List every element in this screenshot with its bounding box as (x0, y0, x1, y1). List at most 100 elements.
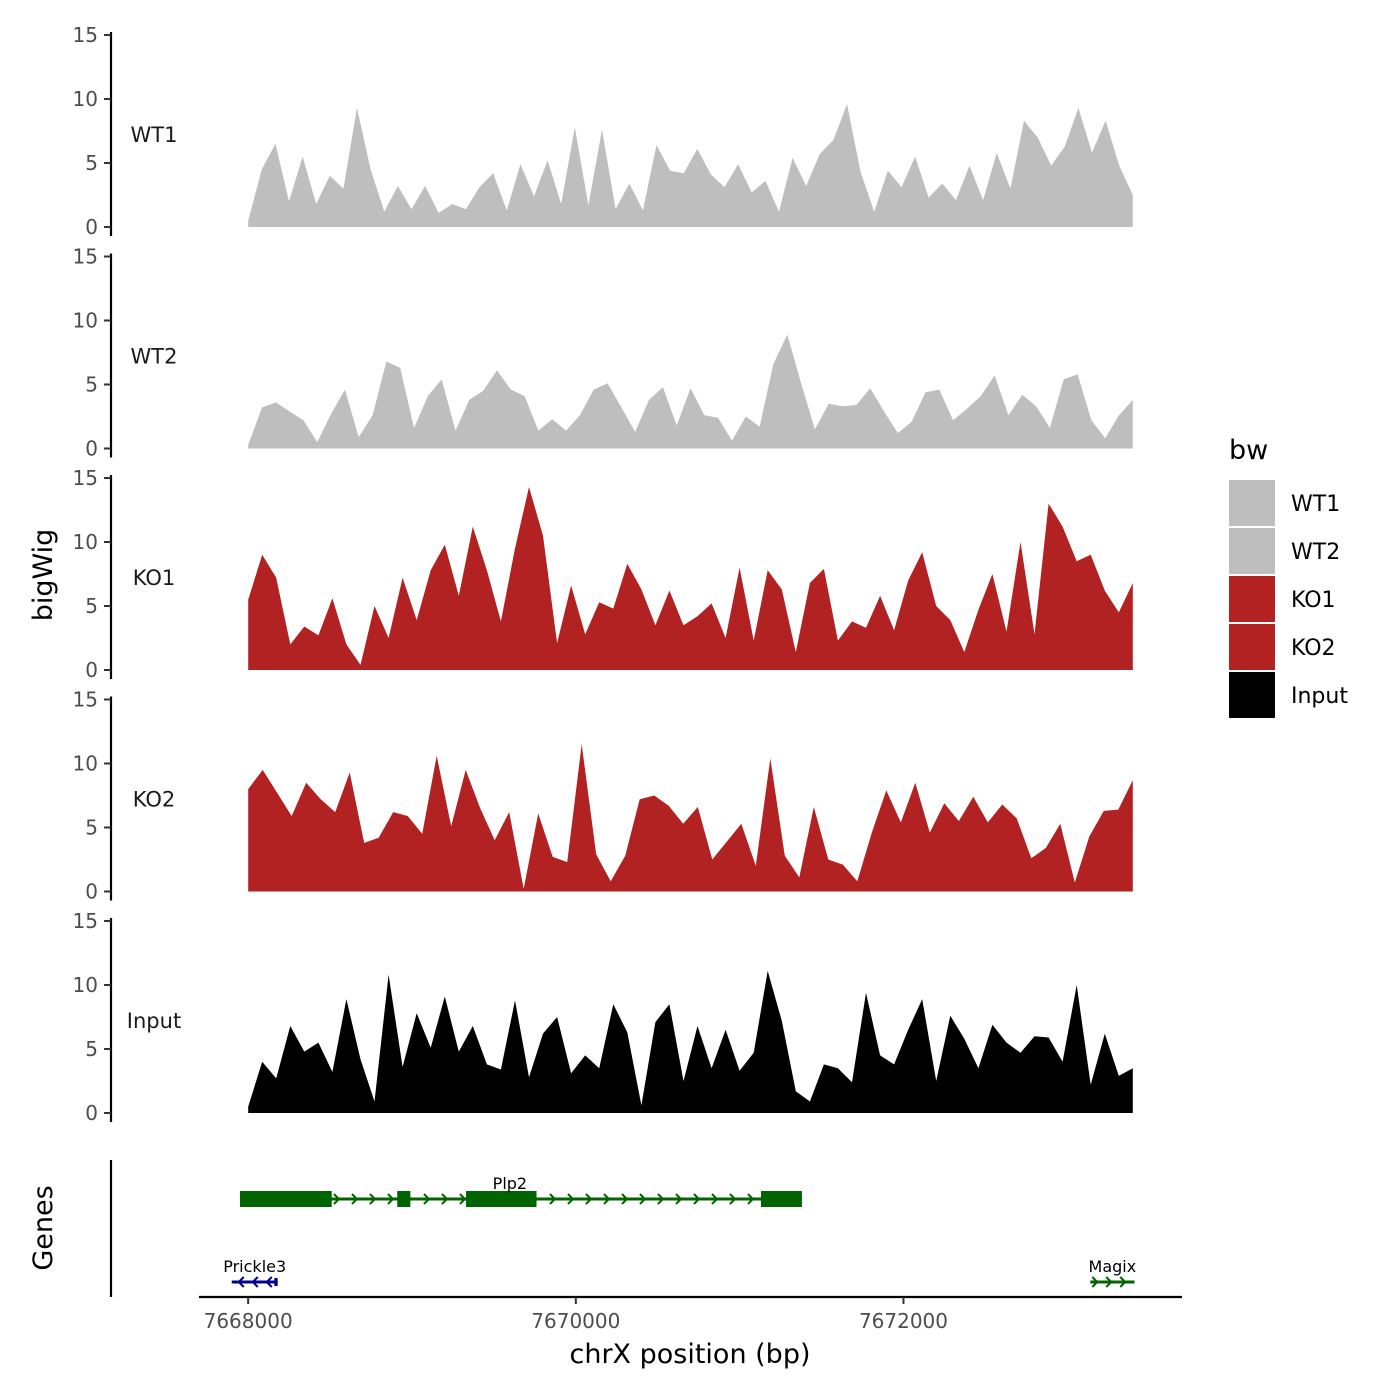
signal-area-input (248, 970, 1133, 1113)
strand-arrow (265, 1276, 273, 1288)
gene-magix: Magix (1089, 1257, 1137, 1288)
y-axis-title: bigWig (28, 529, 59, 622)
x-axis: 7668000 7670000 7672000 (199, 1295, 1182, 1333)
legend-label: WT2 (1291, 540, 1340, 565)
signal-area-ko2 (248, 744, 1133, 892)
strand-arrow (729, 1193, 737, 1205)
strand-arrow (441, 1193, 449, 1205)
strand-arrow (585, 1193, 593, 1205)
y-tick-label: 0 (85, 880, 98, 904)
strand-arrow (603, 1193, 611, 1205)
y-tick-label: 5 (85, 1037, 98, 1061)
strand-arrow (1105, 1276, 1113, 1288)
legend-key (1229, 480, 1275, 526)
strand-arrow (693, 1193, 701, 1205)
legend-item-ko1: KO1 (1229, 576, 1336, 622)
y-tick-label: 10 (73, 752, 98, 776)
strand-arrow (237, 1276, 245, 1288)
legend-item-wt2: WT2 (1229, 528, 1340, 574)
strand-arrow (711, 1193, 719, 1205)
strand-arrow (549, 1193, 557, 1205)
x-tick-label: 7672000 (859, 1309, 948, 1333)
strand-arrow (333, 1193, 341, 1205)
y-tick-label: 15 (73, 466, 98, 490)
y-tick-label: 15 (73, 23, 98, 47)
y-tick-label: 15 (73, 909, 98, 933)
legend-label: KO2 (1291, 636, 1336, 661)
y-tick-label: 10 (73, 973, 98, 997)
strand-arrow (351, 1193, 359, 1205)
legend: bw WT1 WT2 KO1 KO2 Input (1229, 435, 1348, 718)
strand-arrow (639, 1193, 647, 1205)
signal-area-wt1 (248, 104, 1133, 227)
x-tick-label: 7668000 (204, 1309, 293, 1333)
y-tick-label: 0 (85, 1101, 98, 1125)
strand-arrow (251, 1276, 259, 1288)
x-axis-title: chrX position (bp) (569, 1339, 810, 1370)
genes-panel: Plp2 Prickle3 Magix (109, 1160, 1137, 1297)
track-label: KO2 (133, 788, 176, 812)
y-tick-label: 5 (85, 816, 98, 840)
gene-label: Plp2 (493, 1174, 527, 1193)
exon (397, 1191, 411, 1207)
legend-item-input: Input (1229, 672, 1348, 718)
strand-arrow (1091, 1276, 1099, 1288)
exon (239, 1191, 332, 1207)
signal-area-ko1 (248, 487, 1133, 670)
legend-key (1229, 528, 1275, 574)
y-tick-label: 10 (73, 87, 98, 111)
genes-axis-title: Genes (28, 1185, 59, 1270)
y-tick-label: 15 (73, 245, 98, 269)
legend-label: KO1 (1291, 588, 1336, 613)
strand-arrow (1119, 1276, 1127, 1288)
strand-arrow (657, 1193, 665, 1205)
strand-arrow (423, 1193, 431, 1205)
strand-arrow (369, 1193, 377, 1205)
legend-key (1229, 624, 1275, 670)
gene-label: Magix (1089, 1257, 1137, 1276)
y-tick-label: 10 (73, 309, 98, 333)
x-tick-label: 7670000 (531, 1309, 620, 1333)
strand-arrow (459, 1193, 467, 1205)
track-label: KO1 (133, 566, 176, 590)
track-label: WT2 (131, 345, 178, 369)
legend-label: WT1 (1291, 492, 1340, 517)
strand-arrow (675, 1193, 683, 1205)
exon (760, 1191, 802, 1207)
legend-label: Input (1291, 684, 1348, 709)
track-label: Input (127, 1009, 181, 1033)
strand-arrow (621, 1193, 629, 1205)
strand-arrow (567, 1193, 575, 1205)
y-tick-label: 15 (73, 688, 98, 712)
signal-tracks: 0 5 10 15 WT1 0 5 10 15 WT2 0 5 10 15 KO1 0 5 10 15 KO2 0 5 10… (73, 23, 1133, 1125)
exon (274, 1278, 278, 1286)
track-ko1: 0 5 10 15 KO1 (73, 466, 1133, 682)
signal-area-wt2 (248, 334, 1133, 449)
gene-plp2: Plp2 (239, 1174, 802, 1207)
y-tick-label: 5 (85, 373, 98, 397)
track-label: WT1 (131, 123, 178, 147)
track-input: 0 5 10 15 Input (73, 909, 1133, 1125)
legend-item-ko2: KO2 (1229, 624, 1336, 670)
gene-prickle3: Prickle3 (223, 1257, 286, 1288)
y-tick-label: 5 (85, 151, 98, 175)
legend-title: bw (1229, 435, 1268, 466)
strand-arrow (747, 1193, 755, 1205)
legend-key (1229, 672, 1275, 718)
legend-key (1229, 576, 1275, 622)
track-wt1: 0 5 10 15 WT1 (73, 23, 1133, 239)
gene-label: Prickle3 (223, 1257, 286, 1276)
legend-items: WT1 WT2 KO1 KO2 Input (1229, 480, 1348, 718)
y-tick-label: 10 (73, 530, 98, 554)
y-tick-label: 5 (85, 594, 98, 618)
y-tick-label: 0 (85, 437, 98, 461)
strand-arrow (387, 1193, 395, 1205)
gene-models: Plp2 Prickle3 Magix (223, 1174, 1137, 1288)
track-ko2: 0 5 10 15 KO2 (73, 688, 1133, 904)
exon (466, 1191, 537, 1207)
track-wt2: 0 5 10 15 WT2 (73, 245, 1133, 461)
y-tick-label: 0 (85, 215, 98, 239)
legend-item-wt1: WT1 (1229, 480, 1340, 526)
y-tick-label: 0 (85, 658, 98, 682)
